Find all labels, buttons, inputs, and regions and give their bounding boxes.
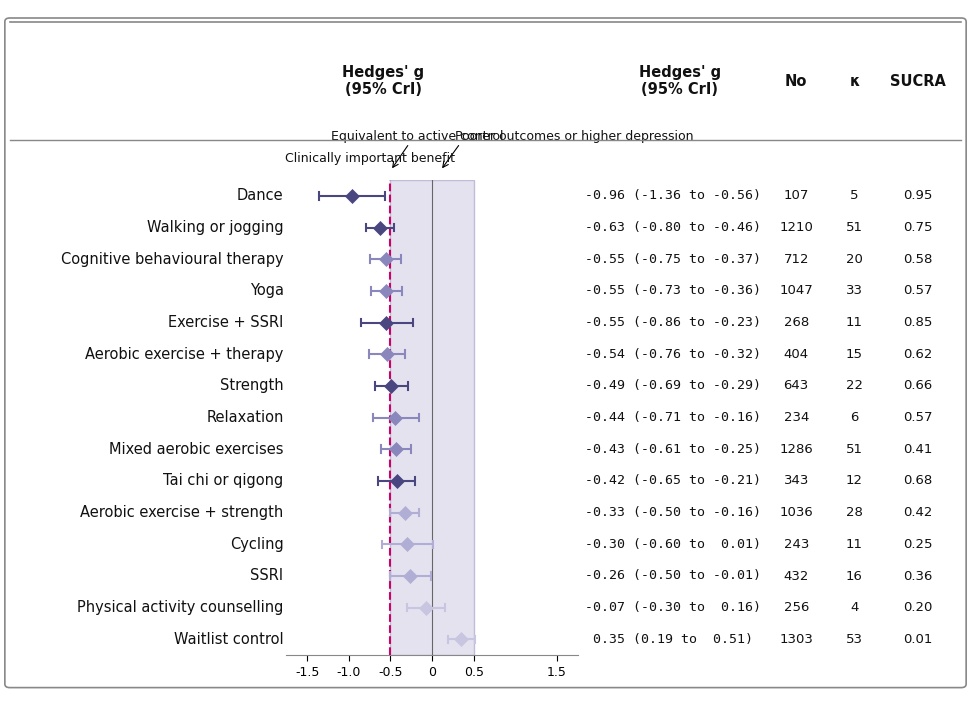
Text: 0.20: 0.20 (903, 601, 932, 614)
Text: Aerobic exercise + strength: Aerobic exercise + strength (81, 505, 284, 520)
Text: 4: 4 (851, 601, 858, 614)
Text: 243: 243 (784, 538, 809, 551)
Text: 5: 5 (851, 189, 858, 202)
Text: 343: 343 (784, 474, 809, 487)
Text: 11: 11 (846, 538, 863, 551)
Text: Waitlist control: Waitlist control (174, 632, 284, 647)
Text: -0.63 (-0.80 to -0.46): -0.63 (-0.80 to -0.46) (585, 221, 760, 234)
Text: 0.57: 0.57 (903, 411, 932, 424)
Text: -0.33 (-0.50 to -0.16): -0.33 (-0.50 to -0.16) (585, 506, 760, 519)
Text: Cognitive behavioural therapy: Cognitive behavioural therapy (61, 252, 284, 266)
Text: 0.36: 0.36 (903, 570, 932, 582)
Text: 1047: 1047 (780, 284, 813, 297)
Text: 1303: 1303 (780, 633, 813, 646)
Text: 28: 28 (846, 506, 863, 519)
Text: 256: 256 (784, 601, 809, 614)
Text: 51: 51 (846, 443, 863, 456)
Text: 404: 404 (784, 348, 809, 361)
Text: -0.07 (-0.30 to  0.16): -0.07 (-0.30 to 0.16) (585, 601, 760, 614)
Text: 1286: 1286 (780, 443, 813, 456)
Text: 16: 16 (846, 570, 863, 582)
Text: SSRI: SSRI (251, 569, 284, 583)
Text: Poorer outcomes or higher depression: Poorer outcomes or higher depression (455, 130, 694, 143)
Text: κ: κ (850, 73, 859, 89)
Text: 0.85: 0.85 (903, 316, 932, 329)
Text: 0.68: 0.68 (903, 474, 932, 487)
Text: Physical activity counselling: Physical activity counselling (77, 600, 284, 615)
Text: 20: 20 (846, 253, 863, 266)
Text: 0.25: 0.25 (903, 538, 932, 551)
Text: -0.49 (-0.69 to -0.29): -0.49 (-0.69 to -0.29) (585, 379, 760, 392)
Text: Hedges' g
(95% CrI): Hedges' g (95% CrI) (343, 65, 424, 97)
Text: Dance: Dance (237, 189, 284, 203)
Text: -0.44 (-0.71 to -0.16): -0.44 (-0.71 to -0.16) (585, 411, 760, 424)
Text: 12: 12 (846, 474, 863, 487)
Text: Equivalent to active control: Equivalent to active control (331, 130, 503, 143)
Text: SUCRA: SUCRA (889, 73, 946, 89)
Text: 0.95: 0.95 (903, 189, 932, 202)
Text: 0.62: 0.62 (903, 348, 932, 361)
Text: -0.42 (-0.65 to -0.21): -0.42 (-0.65 to -0.21) (585, 474, 760, 487)
Text: -0.30 (-0.60 to  0.01): -0.30 (-0.60 to 0.01) (585, 538, 760, 551)
Text: Hedges' g
(95% CrI): Hedges' g (95% CrI) (639, 65, 720, 97)
Text: 0.01: 0.01 (903, 633, 932, 646)
Text: 1210: 1210 (780, 221, 813, 234)
Text: -0.55 (-0.75 to -0.37): -0.55 (-0.75 to -0.37) (585, 253, 760, 266)
Text: No: No (785, 73, 808, 89)
Text: -0.96 (-1.36 to -0.56): -0.96 (-1.36 to -0.56) (585, 189, 760, 202)
Text: 0.57: 0.57 (903, 284, 932, 297)
Text: -0.43 (-0.61 to -0.25): -0.43 (-0.61 to -0.25) (585, 443, 760, 456)
Text: 0.66: 0.66 (903, 379, 932, 392)
Text: 0.35 (0.19 to  0.51): 0.35 (0.19 to 0.51) (585, 633, 753, 646)
Text: 0.42: 0.42 (903, 506, 932, 519)
Text: 53: 53 (846, 633, 863, 646)
Text: 107: 107 (784, 189, 809, 202)
Text: 234: 234 (784, 411, 809, 424)
Text: 51: 51 (846, 221, 863, 234)
Text: 432: 432 (784, 570, 809, 582)
Text: 0.58: 0.58 (903, 253, 932, 266)
Text: Relaxation: Relaxation (206, 410, 284, 425)
Text: Mixed aerobic exercises: Mixed aerobic exercises (109, 442, 284, 456)
Text: 0.75: 0.75 (903, 221, 932, 234)
Text: 6: 6 (851, 411, 858, 424)
Text: Yoga: Yoga (250, 284, 284, 298)
Bar (390, 180, 474, 655)
Text: 22: 22 (846, 379, 863, 392)
Text: -0.54 (-0.76 to -0.32): -0.54 (-0.76 to -0.32) (585, 348, 760, 361)
Text: Walking or jogging: Walking or jogging (147, 220, 284, 235)
Text: 268: 268 (784, 316, 809, 329)
Text: Strength: Strength (219, 379, 284, 393)
Text: 643: 643 (784, 379, 809, 392)
Text: 0.41: 0.41 (903, 443, 932, 456)
Text: 33: 33 (846, 284, 863, 297)
Text: 15: 15 (846, 348, 863, 361)
Text: -0.26 (-0.50 to -0.01): -0.26 (-0.50 to -0.01) (585, 570, 760, 582)
Text: 712: 712 (784, 253, 809, 266)
Text: Exercise + SSRI: Exercise + SSRI (168, 315, 284, 330)
Text: Cycling: Cycling (230, 537, 284, 552)
Text: 11: 11 (846, 316, 863, 329)
Text: Tai chi or qigong: Tai chi or qigong (163, 474, 284, 488)
Text: Clinically important benefit: Clinically important benefit (285, 152, 454, 165)
Text: 1036: 1036 (780, 506, 813, 519)
Text: Aerobic exercise + therapy: Aerobic exercise + therapy (85, 347, 284, 361)
Text: -0.55 (-0.73 to -0.36): -0.55 (-0.73 to -0.36) (585, 284, 760, 297)
Text: -0.55 (-0.86 to -0.23): -0.55 (-0.86 to -0.23) (585, 316, 760, 329)
